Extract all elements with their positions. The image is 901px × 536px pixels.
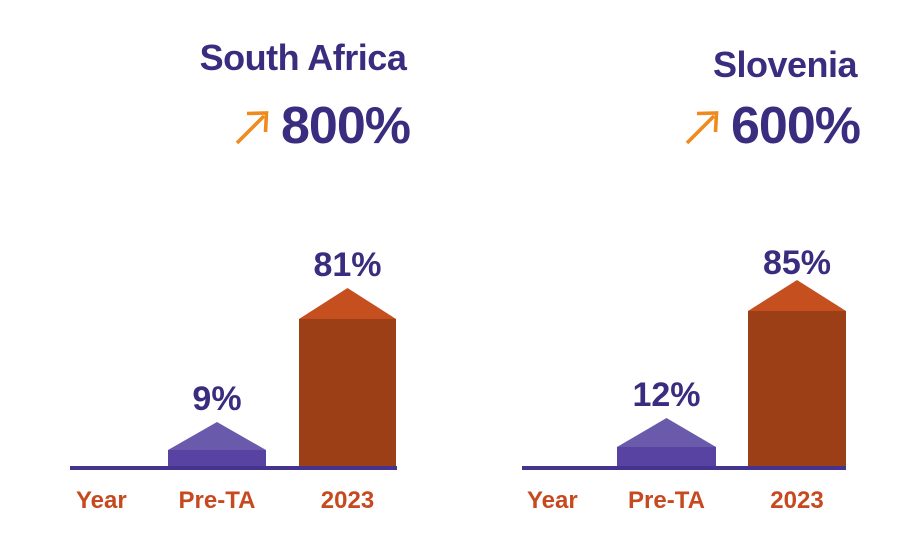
bar-preta (168, 422, 266, 467)
bar-2023 (748, 280, 846, 467)
growth-arrow-icon (683, 105, 725, 147)
bar-body (748, 311, 846, 467)
bar-body (168, 450, 266, 467)
bar-body (299, 319, 396, 467)
bar-peak (748, 280, 846, 311)
value-label-2023: 81% (313, 246, 382, 284)
bar-body (617, 447, 716, 467)
x-tick-2023: 2023 (770, 487, 824, 514)
value-label-preta: 12% (632, 376, 701, 414)
x-axis-title: Year (76, 487, 127, 514)
bar-preta (617, 418, 716, 467)
x-tick-preta: Pre-TA (628, 487, 705, 514)
bar-peak (617, 418, 716, 447)
growth-arrow-icon (233, 105, 275, 147)
value-label-preta: 9% (192, 380, 242, 418)
x-tick-preta: Pre-TA (178, 487, 256, 514)
growth-value-south-africa: 800% (281, 97, 411, 155)
bar-2023 (299, 288, 396, 467)
bar-peak (168, 422, 266, 450)
x-tick-2023: 2023 (320, 487, 375, 514)
value-label-2023: 85% (762, 244, 832, 282)
chart-title-south-africa: South Africa (199, 37, 407, 78)
growth-value-slovenia: 600% (731, 97, 861, 155)
x-axis-line (70, 466, 397, 470)
x-axis-title: Year (527, 487, 578, 514)
bar-peak (299, 288, 396, 319)
x-axis-line (522, 466, 846, 470)
chart-title-slovenia: Slovenia (712, 44, 858, 85)
